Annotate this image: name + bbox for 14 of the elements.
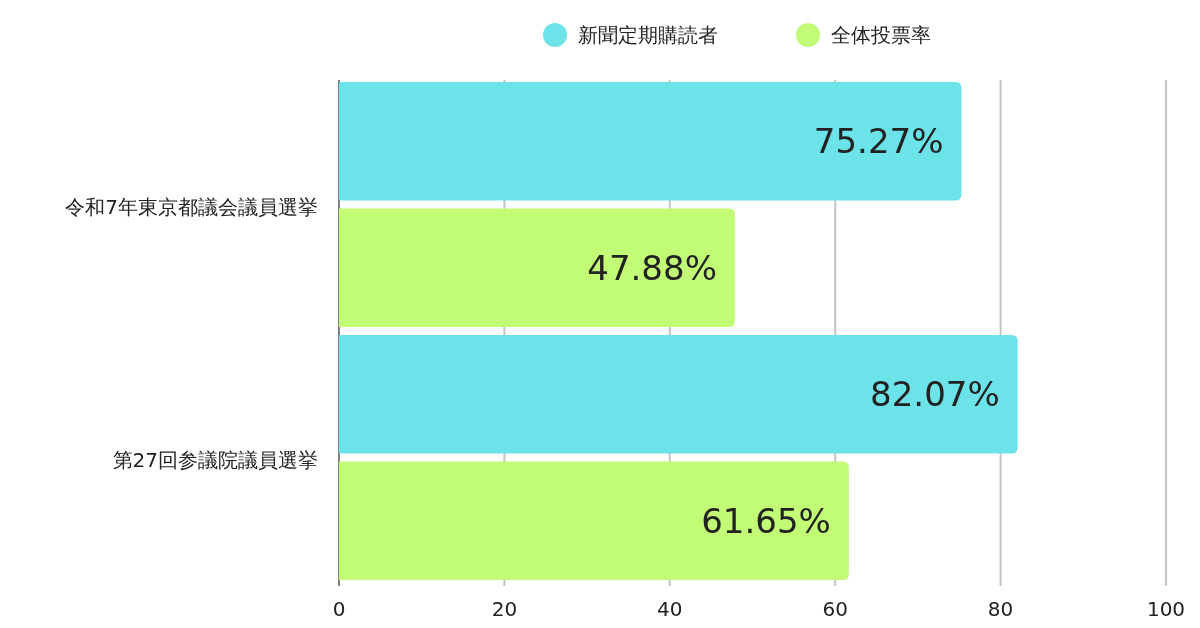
data-label: 47.88% [587, 247, 717, 288]
x-tick-label: 0 [332, 597, 346, 621]
x-tick-label: 20 [491, 597, 518, 621]
x-tick-label: 40 [657, 597, 683, 621]
y-tick-label: 令和7年東京都議会議員選挙 [65, 194, 318, 219]
data-label: 75.27% [813, 121, 944, 162]
legend-label: 新聞定期購読者 [578, 23, 718, 47]
x-tick-label: 60 [822, 597, 848, 621]
data-label: 82.07% [870, 374, 1000, 415]
x-tick-label: 100 [1146, 597, 1186, 621]
legend-label: 全体投票率 [831, 23, 931, 47]
y-tick-label: 第27回参議院議員選挙 [112, 447, 318, 472]
x-tick-label: 80 [987, 597, 1014, 621]
data-label: 61.65% [701, 500, 831, 541]
